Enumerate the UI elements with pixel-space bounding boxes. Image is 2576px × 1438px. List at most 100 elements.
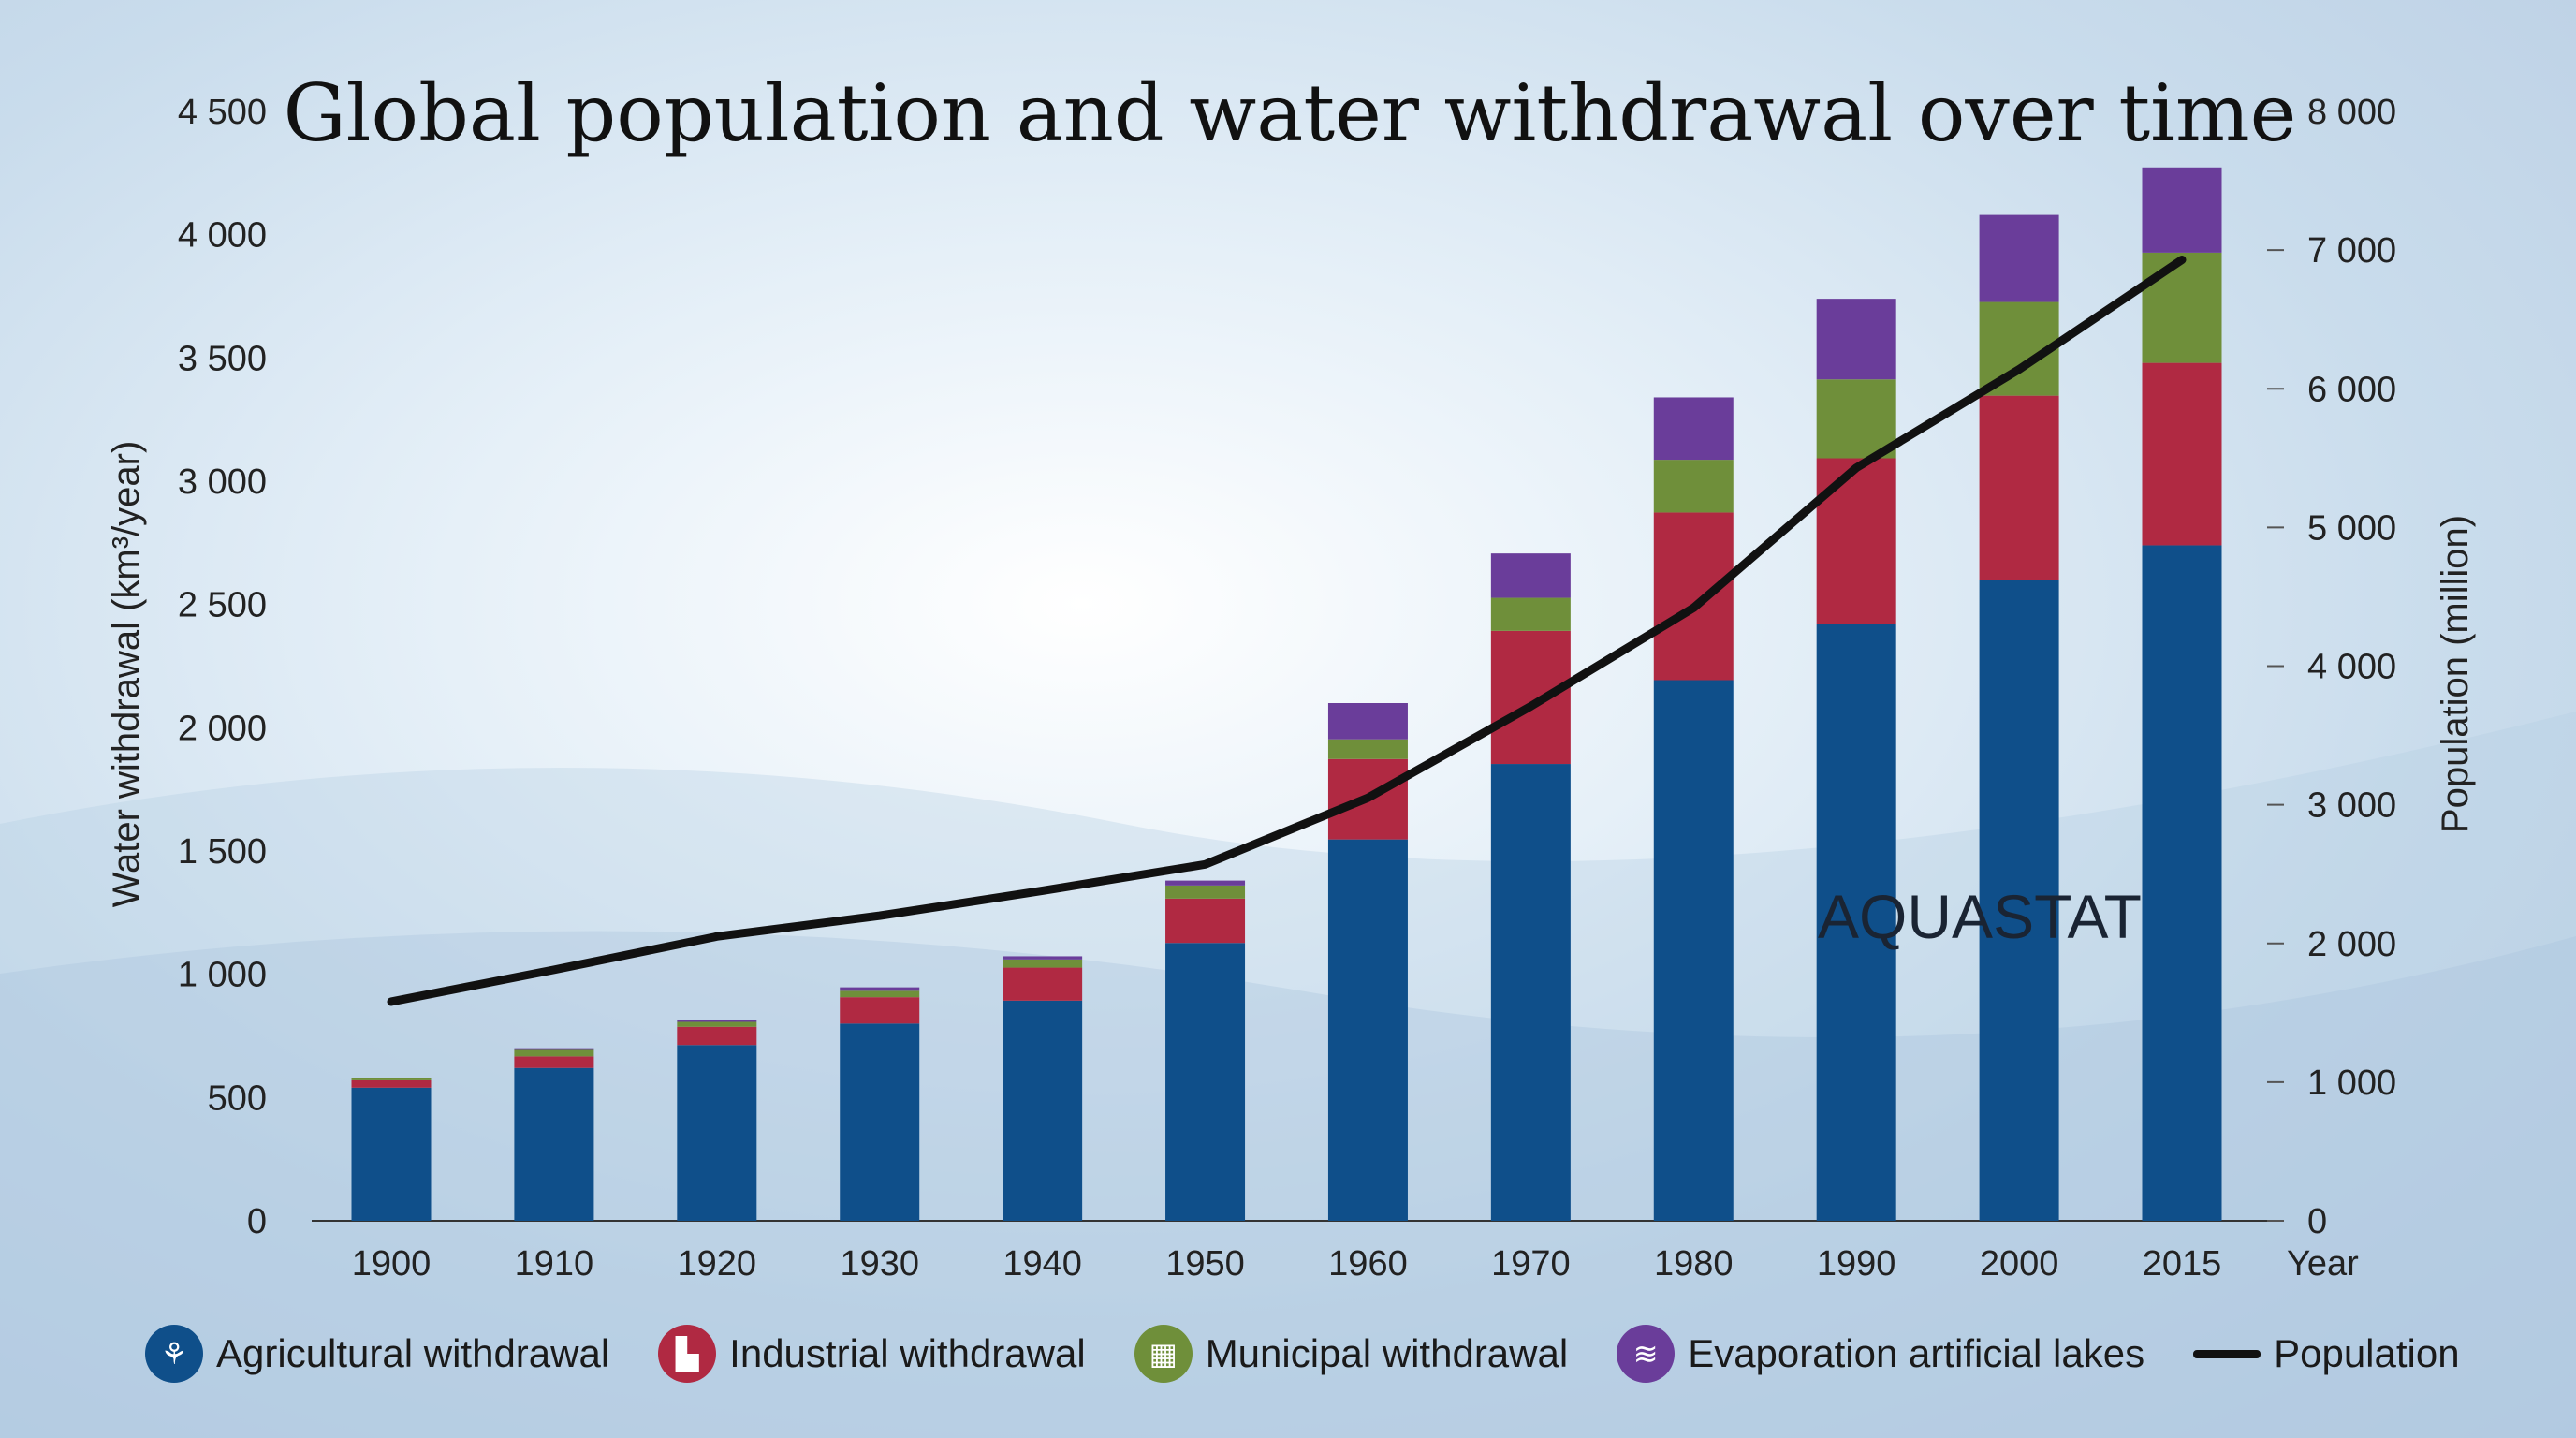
bar-municipal-withdrawal-1920	[677, 1021, 757, 1027]
legend-item-evaporation: ≋ Evaporation artificial lakes	[1617, 1325, 2144, 1383]
bar-agricultural-withdrawal-1950	[1165, 943, 1246, 1221]
bar-agricultural-withdrawal-2015	[2142, 545, 2222, 1221]
y-axis-label: Water withdrawal (km³/year)	[106, 441, 147, 908]
y-tick-label: 4 000	[178, 216, 267, 256]
bar-agricultural-withdrawal-1930	[840, 1023, 920, 1221]
bar-industrial-withdrawal-1990	[1816, 458, 1896, 624]
bar-municipal-withdrawal-1980	[1653, 460, 1734, 513]
bar-industrial-withdrawal-2000	[1979, 395, 2059, 580]
y2-tick-label: 5 000	[2307, 508, 2396, 548]
population-point-1900	[390, 1000, 392, 1003]
bar-evaporation-artificial-lakes-1930	[840, 987, 920, 991]
bar-municipal-withdrawal-1960	[1327, 739, 1408, 759]
bar-municipal-withdrawal-1990	[1816, 379, 1896, 459]
chart-title: Global population and water withdrawal o…	[284, 67, 2297, 159]
bar-industrial-withdrawal-1930	[840, 997, 920, 1024]
y-tick-label: 2 500	[178, 586, 267, 625]
bar-evaporation-artificial-lakes-1990	[1816, 299, 1896, 380]
population-point-1920	[715, 935, 718, 938]
y-tick-label: 500	[208, 1078, 267, 1118]
bar-agricultural-withdrawal-1990	[1816, 624, 1896, 1221]
waves-icon: ≋	[1617, 1325, 1676, 1383]
bar-agricultural-withdrawal-1920	[677, 1045, 757, 1221]
x-tick-label: 1910	[515, 1244, 594, 1284]
bar-municipal-withdrawal-1910	[514, 1049, 594, 1057]
bar-municipal-withdrawal-1900	[351, 1078, 432, 1080]
population-point-1990	[1855, 466, 1858, 469]
y-tick-label: 3 000	[178, 462, 267, 502]
y-tick-label: 2 000	[178, 709, 267, 748]
x-tick-label: 1930	[840, 1244, 919, 1284]
x-tick-label: 2000	[1980, 1244, 2059, 1284]
x-tick-label: 1900	[352, 1244, 432, 1284]
bar-industrial-withdrawal-1980	[1653, 512, 1734, 681]
bar-industrial-withdrawal-1940	[1003, 967, 1083, 1001]
bar-agricultural-withdrawal-1940	[1003, 1000, 1083, 1221]
x-tick-label: 1920	[678, 1244, 757, 1284]
bar-evaporation-artificial-lakes-1960	[1327, 703, 1408, 740]
legend-item-agricultural: ⚘ Agricultural withdrawal	[145, 1325, 609, 1383]
population-point-1950	[1204, 863, 1207, 866]
bar-agricultural-withdrawal-1900	[351, 1087, 432, 1221]
bar-municipal-withdrawal-2015	[2142, 252, 2222, 363]
bar-evaporation-artificial-lakes-1970	[1490, 553, 1571, 598]
population-point-1910	[552, 968, 555, 971]
population-point-1930	[878, 915, 881, 917]
x-axis-label: Year	[2287, 1244, 2359, 1284]
building-icon: ▦	[1134, 1325, 1193, 1383]
y-tick-label: 0	[247, 1202, 267, 1241]
y-tick-label: 3 500	[178, 339, 267, 378]
y2-tick-label: 6 000	[2307, 370, 2396, 409]
bar-evaporation-artificial-lakes-1980	[1653, 397, 1734, 461]
wheat-icon: ⚘	[145, 1325, 203, 1383]
bar-municipal-withdrawal-1930	[840, 990, 920, 998]
bar-industrial-withdrawal-1910	[514, 1056, 594, 1068]
y2-tick-label: 1 000	[2307, 1064, 2396, 1103]
legend-label: Population	[2274, 1331, 2460, 1375]
line-icon	[2193, 1349, 2261, 1358]
bar-evaporation-artificial-lakes-1910	[514, 1048, 594, 1050]
bar-agricultural-withdrawal-1980	[1653, 680, 1734, 1221]
x-tick-label: 2015	[2143, 1244, 2222, 1284]
legend-label: Municipal withdrawal	[1205, 1331, 1569, 1375]
y2-tick-label: 2 000	[2307, 925, 2396, 964]
y2-tick-label: 0	[2307, 1202, 2327, 1241]
bar-evaporation-artificial-lakes-1920	[677, 1020, 757, 1022]
legend-label: Agricultural withdrawal	[216, 1331, 610, 1375]
legend-label: Evaporation artificial lakes	[1688, 1331, 2145, 1375]
bar-industrial-withdrawal-2015	[2142, 362, 2222, 546]
population-line	[387, 255, 2187, 1006]
bar-municipal-withdrawal-1970	[1490, 597, 1571, 631]
population-point-1980	[1692, 607, 1695, 609]
legend-label: Industrial withdrawal	[729, 1331, 1086, 1375]
y2-tick-label: 3 000	[2307, 786, 2396, 826]
x-tick-label: 1980	[1654, 1244, 1734, 1284]
bar-municipal-withdrawal-1950	[1165, 885, 1246, 899]
population-point-1960	[1367, 797, 1369, 800]
x-tick-label: 1990	[1817, 1244, 1896, 1284]
population-point-2015	[2181, 258, 2183, 261]
bar-municipal-withdrawal-1940	[1003, 959, 1083, 968]
bar-agricultural-withdrawal-1970	[1490, 764, 1571, 1221]
bar-agricultural-withdrawal-1910	[514, 1067, 594, 1221]
y-tick-label: 4 500	[178, 93, 267, 132]
legend-item-population: Population	[2193, 1331, 2460, 1376]
x-tick-label: 1960	[1328, 1244, 1408, 1284]
population-point-1970	[1530, 705, 1532, 708]
bar-evaporation-artificial-lakes-1950	[1165, 880, 1246, 886]
x-tick-label: 1940	[1003, 1244, 1082, 1284]
bar-industrial-withdrawal-1900	[351, 1079, 432, 1088]
x-tick-label: 1970	[1491, 1244, 1571, 1284]
x-tick-label: 1950	[1165, 1244, 1245, 1284]
population-point-2000	[2018, 368, 2021, 371]
y-tick-label: 1 000	[178, 956, 267, 995]
y2-tick-label: 8 000	[2307, 93, 2396, 132]
legend: ⚘ Agricultural withdrawal ▙ Industrial w…	[145, 1325, 2460, 1383]
bar-evaporation-artificial-lakes-2000	[1979, 214, 2059, 302]
bar-agricultural-withdrawal-1960	[1327, 839, 1408, 1221]
annotation-aquastat: AQUASTAT	[1818, 882, 2142, 951]
y2-tick-label: 7 000	[2307, 231, 2396, 271]
bar-industrial-withdrawal-1970	[1490, 630, 1571, 765]
y2-tick-label: 4 000	[2307, 648, 2396, 687]
